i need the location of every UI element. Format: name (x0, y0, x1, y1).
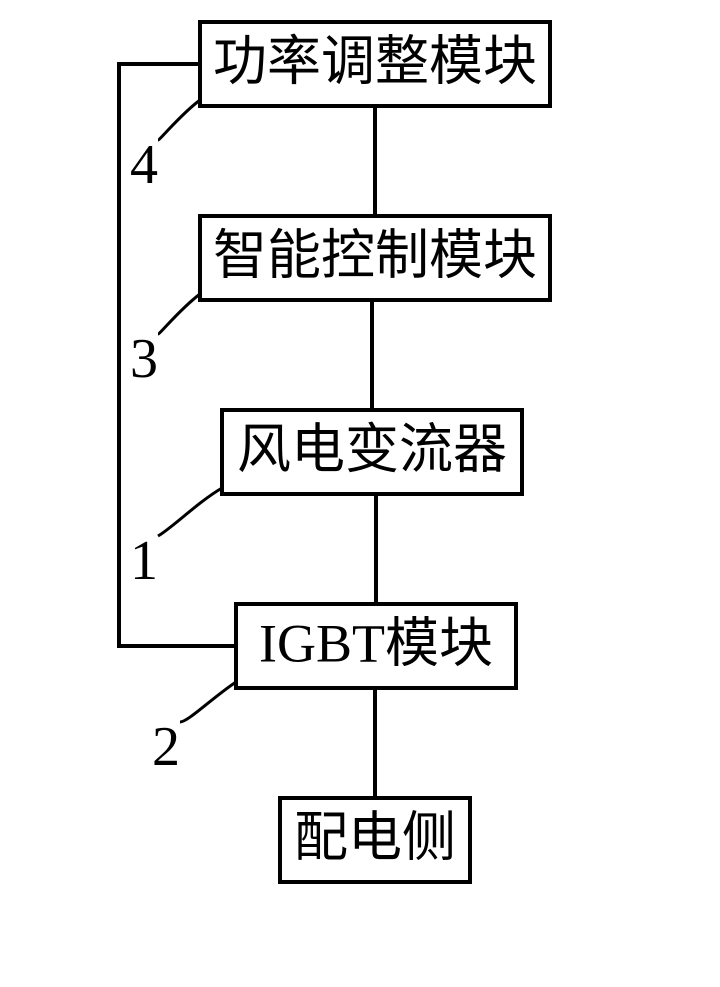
ref-lead (180, 682, 236, 722)
block-label: 风电变流器 (237, 419, 507, 479)
ref-lead (158, 294, 200, 334)
ref-number: 3 (130, 328, 158, 390)
ref-lead (158, 488, 222, 536)
ref-number: 4 (130, 134, 158, 196)
ref-number: 1 (130, 530, 158, 592)
block-label: 配电侧 (294, 807, 456, 867)
block-label: IGBT模块 (259, 613, 493, 673)
ref-number: 2 (152, 716, 180, 778)
block-label: 智能控制模块 (213, 225, 537, 285)
ref-lead (158, 100, 200, 140)
block-label: 功率调整模块 (213, 31, 537, 91)
